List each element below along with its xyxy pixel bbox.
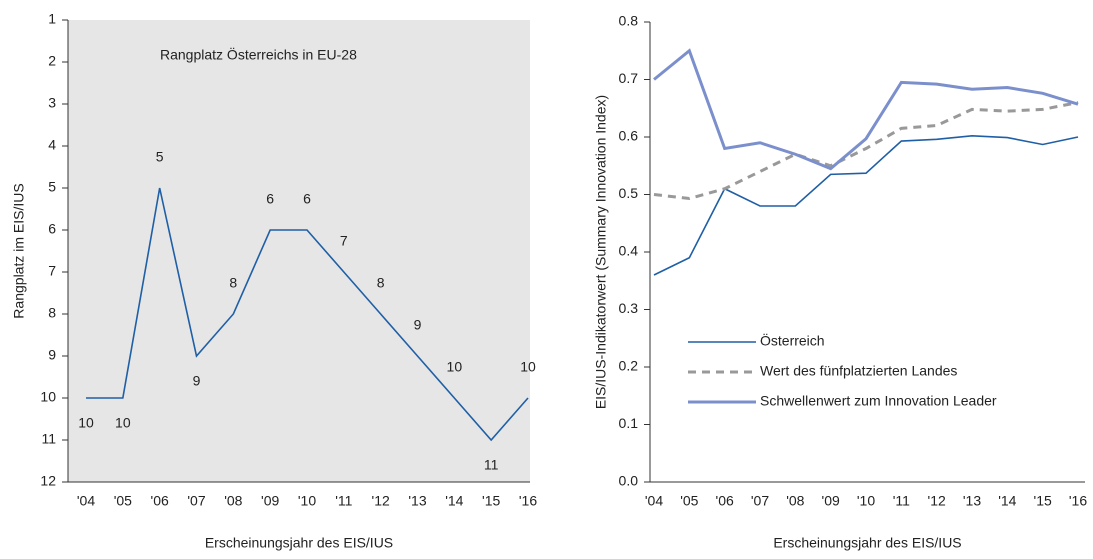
x-tick-label: '12 xyxy=(372,493,390,509)
x-tick-label: '09 xyxy=(261,493,279,509)
data-label: 8 xyxy=(229,275,237,291)
y-tick-label: 9 xyxy=(48,347,56,363)
y-tick-label: 5 xyxy=(48,179,56,195)
y-tick-label: 6 xyxy=(48,221,56,237)
y-tick-label: 0.5 xyxy=(619,185,639,201)
series-line xyxy=(653,48,1079,171)
y-tick-label: 2 xyxy=(48,53,56,69)
y-axis-label: EIS/IUS-Indikatorwert (Summary Innovatio… xyxy=(593,95,609,409)
x-tick-label: '14 xyxy=(998,493,1016,509)
y-tick-label: 1 xyxy=(48,11,56,27)
y-tick-label: 0.1 xyxy=(619,415,639,431)
data-label: 11 xyxy=(484,457,499,473)
y-tick-label: 8 xyxy=(48,305,56,321)
x-tick-label: '08 xyxy=(786,493,804,509)
legend-label: Wert des fünfplatzierten Landes xyxy=(760,363,957,379)
data-label: 9 xyxy=(414,317,422,333)
y-tick-label: 11 xyxy=(41,431,56,447)
y-tick-label: 0.3 xyxy=(619,300,639,316)
x-tick-label: '05 xyxy=(114,493,132,509)
x-tick-label: '08 xyxy=(224,493,242,509)
x-tick-label: '10 xyxy=(857,493,875,509)
data-label: 9 xyxy=(193,373,201,389)
x-tick-label: '13 xyxy=(963,493,981,509)
y-tick-label: 0.0 xyxy=(619,473,639,489)
y-tick-label: 7 xyxy=(48,263,56,279)
x-tick-label: '05 xyxy=(680,493,698,509)
x-axis-label: Erscheinungsjahr des EIS/IUS xyxy=(773,535,961,551)
plot-area xyxy=(68,20,530,482)
x-tick-label: '15 xyxy=(1034,493,1052,509)
x-tick-label: '16 xyxy=(519,493,537,509)
y-tick-label: 0.2 xyxy=(619,358,639,374)
y-tick-label: 10 xyxy=(40,389,56,405)
data-label: 6 xyxy=(303,191,311,207)
x-tick-label: '06 xyxy=(151,493,169,509)
y-tick-label: 0.8 xyxy=(619,13,639,29)
y-tick-label: 0.4 xyxy=(619,243,639,259)
annotation: Rangplatz Österreichs in EU-28 xyxy=(160,46,357,63)
y-axis-label: Rangplatz im EIS/IUS xyxy=(11,183,27,318)
data-label: 7 xyxy=(340,233,348,249)
data-label: 10 xyxy=(115,415,131,431)
x-tick-label: '13 xyxy=(408,493,426,509)
x-tick-label: '11 xyxy=(335,493,352,509)
legend-label: Österreich xyxy=(760,332,825,349)
legend-label: Schwellenwert zum Innovation Leader xyxy=(760,393,997,409)
x-axis-label: Erscheinungsjahr des EIS/IUS xyxy=(205,535,393,551)
data-label: 8 xyxy=(377,275,385,291)
x-tick-label: '16 xyxy=(1069,493,1087,509)
y-tick-label: 3 xyxy=(48,95,56,111)
x-tick-label: '10 xyxy=(298,493,316,509)
data-label: 6 xyxy=(266,191,274,207)
x-tick-label: '15 xyxy=(482,493,500,509)
y-tick-label: 0.7 xyxy=(619,70,639,86)
y-tick-label: 0.6 xyxy=(619,128,639,144)
x-tick-label: '12 xyxy=(928,493,946,509)
x-tick-label: '07 xyxy=(187,493,205,509)
y-tick-label: 4 xyxy=(48,137,56,153)
plot-area xyxy=(650,22,1085,482)
data-label: 10 xyxy=(520,359,536,375)
data-label: 5 xyxy=(156,149,164,165)
x-tick-label: '04 xyxy=(645,493,663,509)
x-tick-label: '14 xyxy=(445,493,463,509)
x-tick-label: '09 xyxy=(822,493,840,509)
y-tick-label: 12 xyxy=(40,473,56,489)
series-line xyxy=(653,101,1079,201)
x-tick-label: '06 xyxy=(716,493,734,509)
series-line xyxy=(86,187,529,442)
data-label: 10 xyxy=(78,415,94,431)
data-label: 10 xyxy=(447,359,463,375)
x-tick-label: '07 xyxy=(751,493,769,509)
x-tick-label: '11 xyxy=(893,493,910,509)
x-tick-label: '04 xyxy=(77,493,95,509)
